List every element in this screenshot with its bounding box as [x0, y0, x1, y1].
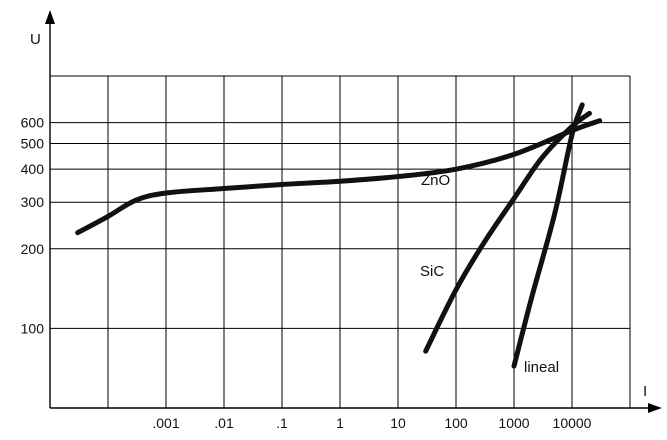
series-curves — [75, 102, 603, 369]
series-curve-lineal — [511, 102, 585, 369]
x-tick-label: 10 — [390, 415, 406, 431]
x-axis-arrow — [648, 403, 662, 413]
y-tick-label: 300 — [21, 194, 45, 210]
series-curve-sic — [423, 110, 592, 354]
x-tick-label: 1 — [336, 415, 344, 431]
y-tick-label: 200 — [21, 241, 45, 257]
x-tick-label: .01 — [214, 415, 234, 431]
x-tick-label: 100 — [444, 415, 468, 431]
x-tick-label: .001 — [152, 415, 179, 431]
y-axis-arrow — [45, 10, 55, 24]
x-tick-label: .1 — [276, 415, 288, 431]
series-curve-zno — [75, 118, 603, 236]
x-tick-label: 10000 — [553, 415, 592, 431]
tick-labels: U I .001 .01 .1 1 10 100 1000 10000 100 200 300 400 50… — [21, 31, 648, 431]
y-tick-label: 600 — [21, 115, 45, 131]
series-label-zno: ZnO — [421, 172, 450, 189]
series-labels: ZnO SiC lineal — [420, 172, 559, 376]
y-tick-label: 100 — [21, 320, 45, 336]
x-tick-label: 1000 — [498, 415, 529, 431]
series-label-lineal: lineal — [524, 359, 559, 376]
series-label-sic: SiC — [420, 263, 444, 280]
y-axis-title: U — [30, 31, 41, 48]
x-axis-title: I — [643, 383, 647, 400]
y-tick-label: 500 — [21, 136, 45, 152]
axes — [45, 10, 662, 413]
y-tick-label: 400 — [21, 161, 45, 177]
